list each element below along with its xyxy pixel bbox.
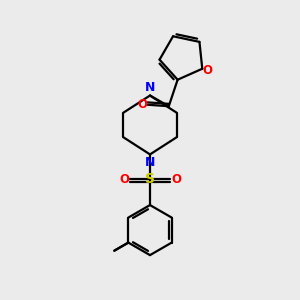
Text: O: O (137, 98, 147, 111)
Text: N: N (145, 81, 155, 94)
Text: N: N (145, 156, 155, 169)
Text: O: O (119, 173, 129, 186)
Text: S: S (145, 172, 155, 186)
Text: O: O (171, 173, 181, 186)
Text: O: O (202, 64, 213, 77)
